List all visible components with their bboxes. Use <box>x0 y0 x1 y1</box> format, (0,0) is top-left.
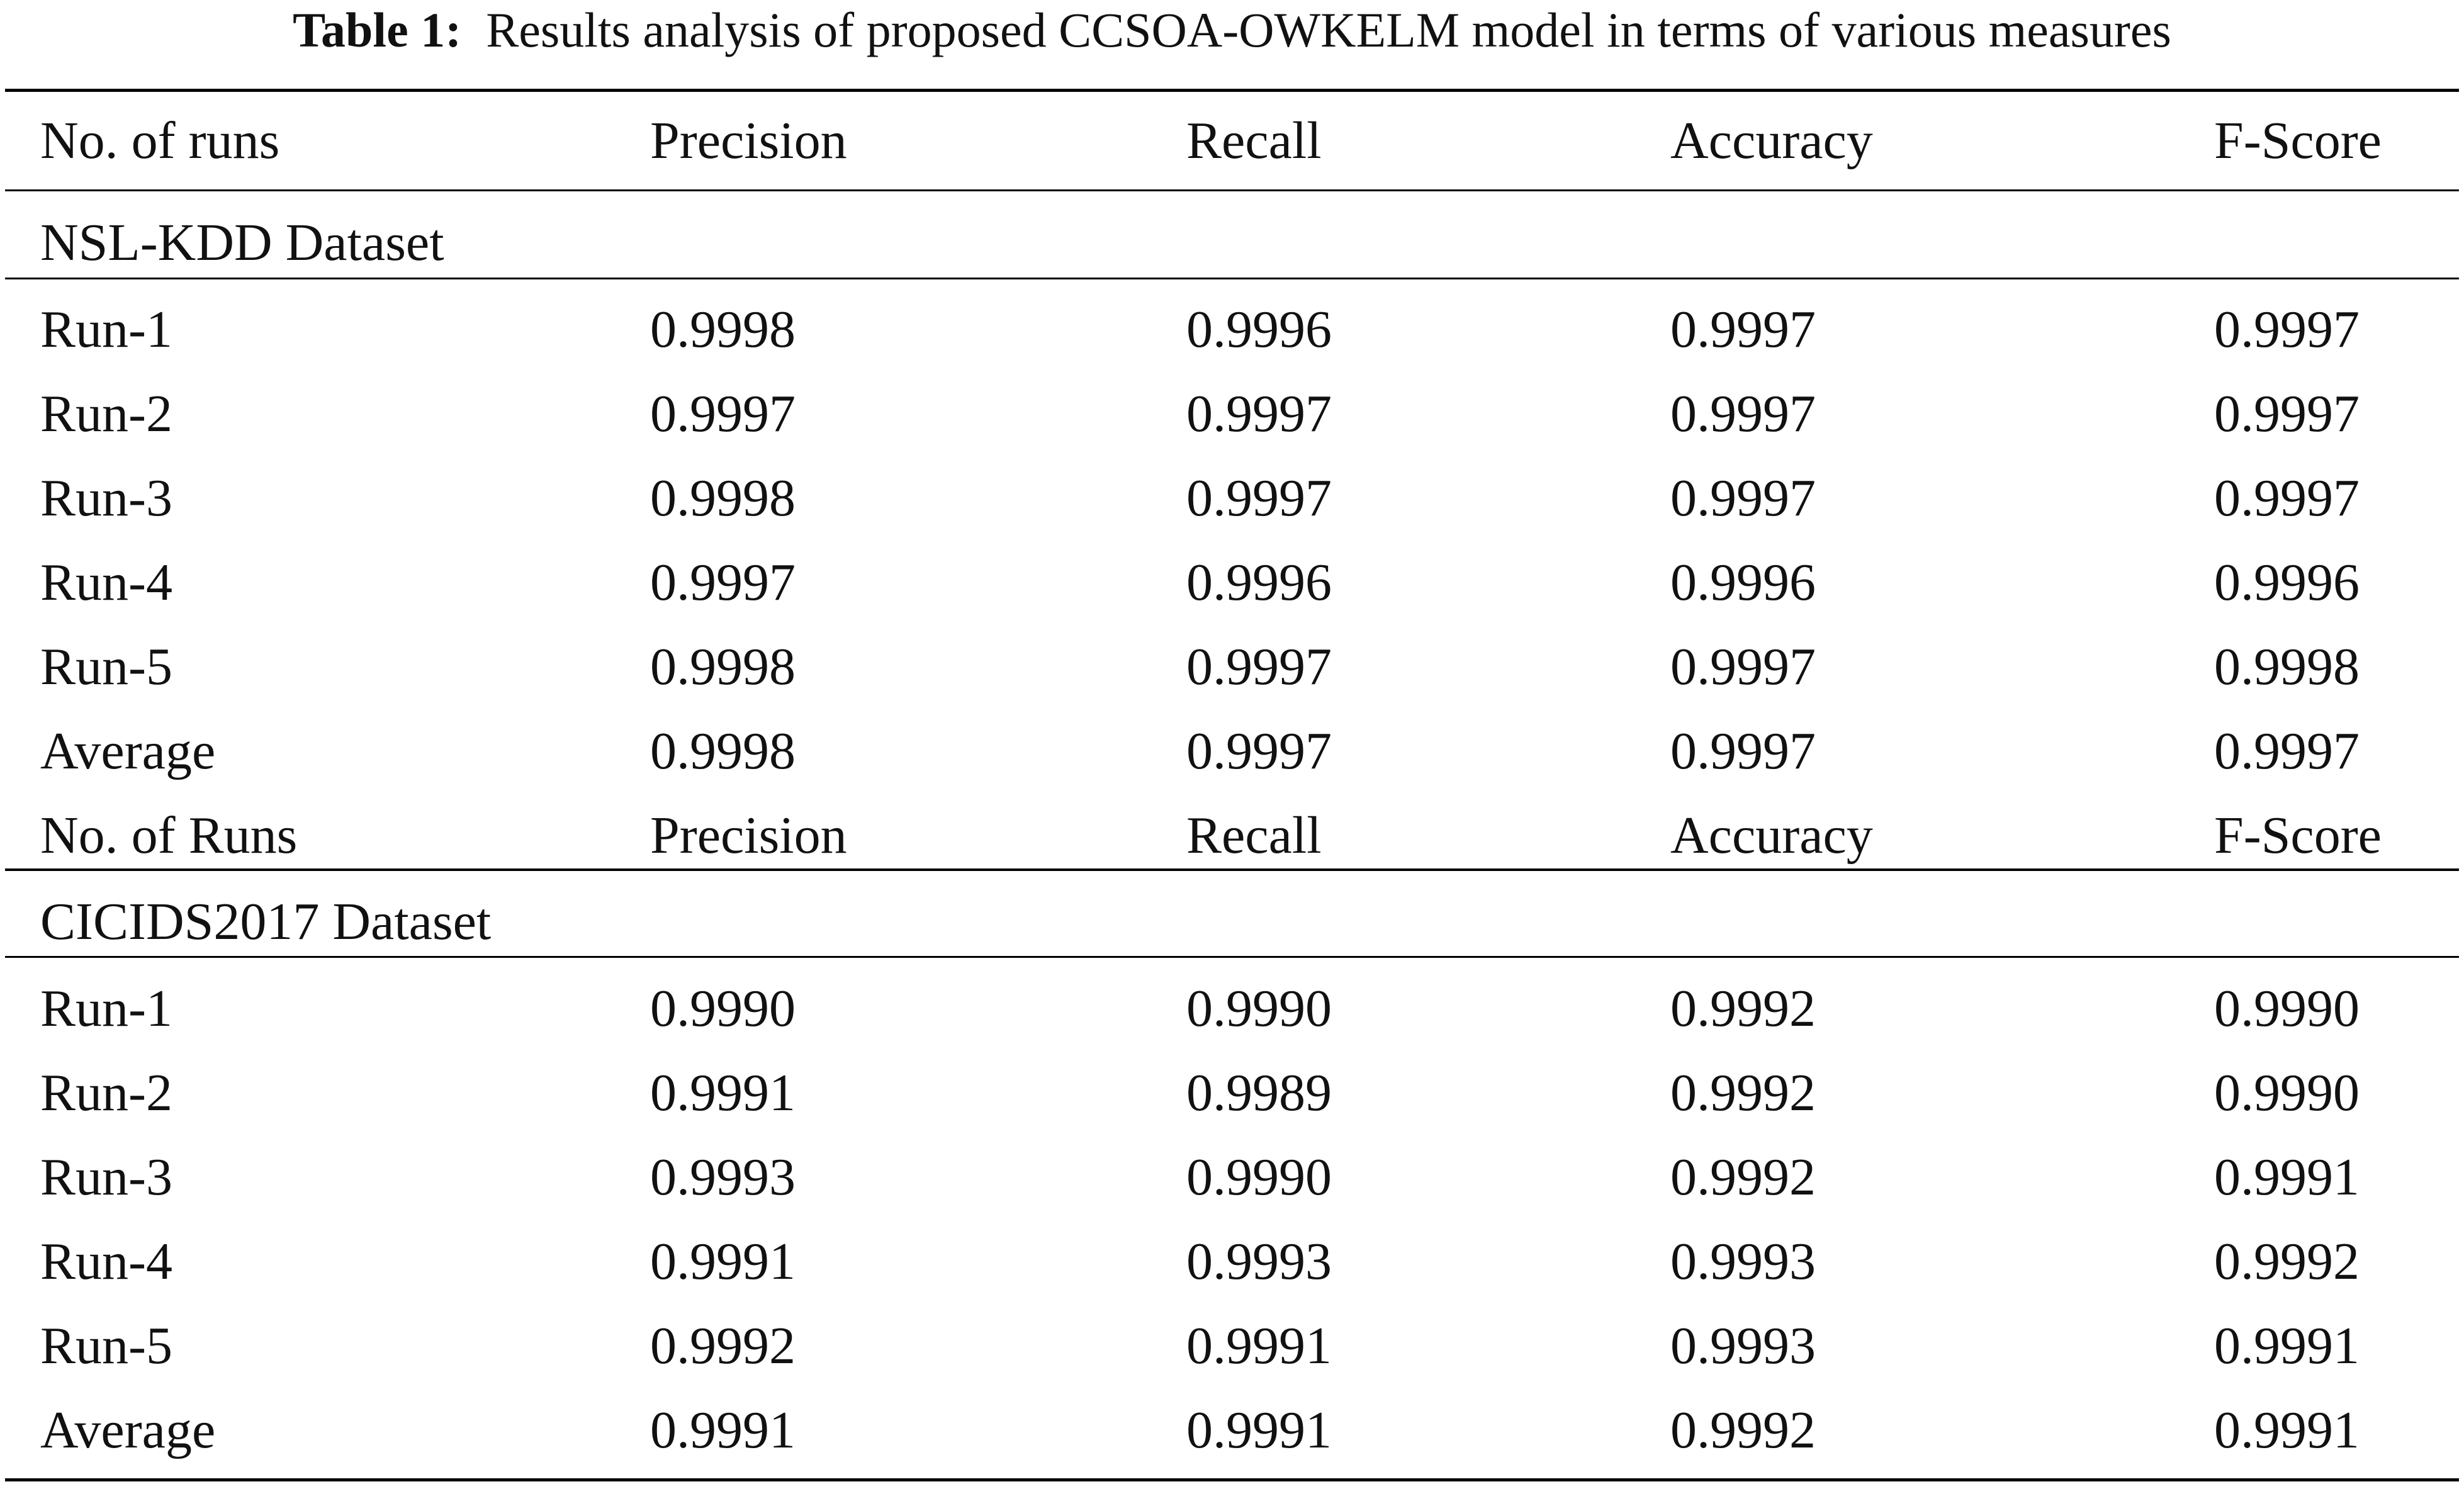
precision-cell: 0.9992 <box>650 1317 796 1375</box>
accuracy-cell: 0.9992 <box>1670 979 1816 1038</box>
row-label: Run-5 <box>40 638 172 696</box>
precision-cell: 0.9991 <box>650 1064 796 1122</box>
row-label: Run-4 <box>40 553 172 612</box>
f-score-cell: 0.9991 <box>2214 1317 2360 1375</box>
row-label: Run-1 <box>40 300 172 359</box>
f-score-cell: 0.9997 <box>2214 300 2360 359</box>
f-score-cell: 0.9997 <box>2214 385 2360 443</box>
f-score-cell: 0.9991 <box>2214 1401 2360 1459</box>
table-row: Run-5 0.9992 0.9991 0.9993 0.9991 <box>0 1304 2464 1388</box>
row-label: Run-4 <box>40 1232 172 1291</box>
recall-cell: 0.9996 <box>1186 300 1332 359</box>
row-label: Run-1 <box>40 979 172 1038</box>
caption-text: Results analysis of proposed CCSOA-OWKEL… <box>486 3 2171 57</box>
accuracy-cell: 0.9993 <box>1670 1232 1816 1291</box>
row-label: Run-3 <box>40 469 172 527</box>
caption-label: Table 1: <box>293 3 462 57</box>
accuracy-cell: 0.9997 <box>1670 300 1816 359</box>
recall-cell: 0.9997 <box>1186 469 1332 527</box>
recall-cell: 0.9993 <box>1186 1232 1332 1291</box>
row-label: Run-5 <box>40 1317 172 1375</box>
precision-cell: 0.9998 <box>650 722 796 780</box>
accuracy-cell: 0.9997 <box>1670 722 1816 780</box>
f-score-cell: 0.9992 <box>2214 1232 2360 1291</box>
precision-cell: 0.9991 <box>650 1401 796 1459</box>
header-cell: Accuracy <box>1670 806 1873 865</box>
recall-cell: 0.9997 <box>1186 722 1332 780</box>
precision-cell: 0.9990 <box>650 979 796 1038</box>
f-score-cell: 0.9990 <box>2214 1064 2360 1122</box>
table-caption: Table 1: Results analysis of proposed CC… <box>0 0 2464 69</box>
section-title-row: CICIDS2017 Dataset <box>0 880 2464 964</box>
recall-cell: 0.9989 <box>1186 1064 1332 1122</box>
recall-cell: 0.9996 <box>1186 553 1332 612</box>
header-cell: Accuracy <box>1670 111 1873 170</box>
table-row: Run-2 0.9991 0.9989 0.9992 0.9990 <box>0 1051 2464 1135</box>
table-row: Run-2 0.9997 0.9997 0.9997 0.9997 <box>0 372 2464 456</box>
section-title: NSL-KDD Dataset <box>40 213 444 272</box>
f-score-cell: 0.9996 <box>2214 553 2360 612</box>
accuracy-cell: 0.9997 <box>1670 469 1816 527</box>
mid-header-rule <box>5 868 2459 871</box>
recall-cell: 0.9991 <box>1186 1401 1332 1459</box>
accuracy-cell: 0.9997 <box>1670 385 1816 443</box>
row-label: Run-2 <box>40 385 172 443</box>
section-title-row: NSL-KDD Dataset <box>0 201 2464 285</box>
section-title: CICIDS2017 Dataset <box>40 892 492 951</box>
table-row: Run-3 0.9993 0.9990 0.9992 0.9991 <box>0 1135 2464 1220</box>
table-row: Average 0.9998 0.9997 0.9997 0.9997 <box>0 709 2464 794</box>
header-cell: Precision <box>650 806 847 865</box>
precision-cell: 0.9998 <box>650 300 796 359</box>
precision-cell: 0.9998 <box>650 469 796 527</box>
header-cell: F-Score <box>2214 806 2382 865</box>
f-score-cell: 0.9997 <box>2214 722 2360 780</box>
header-cell: No. of Runs <box>40 806 298 865</box>
header-cell: Recall <box>1186 111 1322 170</box>
accuracy-cell: 0.9992 <box>1670 1148 1816 1206</box>
table-row: Run-4 0.9997 0.9996 0.9996 0.9996 <box>0 541 2464 625</box>
table-row: Run-3 0.9998 0.9997 0.9997 0.9997 <box>0 456 2464 541</box>
header-cell: Recall <box>1186 806 1322 865</box>
precision-cell: 0.9991 <box>650 1232 796 1291</box>
table-row: Run-4 0.9991 0.9993 0.9993 0.9992 <box>0 1220 2464 1304</box>
recall-cell: 0.9997 <box>1186 638 1332 696</box>
accuracy-cell: 0.9992 <box>1670 1401 1816 1459</box>
recall-cell: 0.9997 <box>1186 385 1332 443</box>
top-rule <box>5 89 2459 92</box>
recall-cell: 0.9991 <box>1186 1317 1332 1375</box>
header-row: No. of runs Precision Recall Accuracy F-… <box>0 99 2464 183</box>
f-score-cell: 0.9997 <box>2214 469 2360 527</box>
precision-cell: 0.9998 <box>650 638 796 696</box>
header-rule <box>5 189 2459 191</box>
row-label: Run-3 <box>40 1148 172 1206</box>
accuracy-cell: 0.9993 <box>1670 1317 1816 1375</box>
row-label: Average <box>40 1401 216 1459</box>
accuracy-cell: 0.9997 <box>1670 638 1816 696</box>
f-score-cell: 0.9990 <box>2214 979 2360 1038</box>
section-1-rule <box>5 278 2459 279</box>
header-cell: F-Score <box>2214 111 2382 170</box>
header-cell: Precision <box>650 111 847 170</box>
table-row: Run-5 0.9998 0.9997 0.9997 0.9998 <box>0 625 2464 709</box>
accuracy-cell: 0.9992 <box>1670 1064 1816 1122</box>
row-label: Average <box>40 722 216 780</box>
row-label: Run-2 <box>40 1064 172 1122</box>
precision-cell: 0.9993 <box>650 1148 796 1206</box>
bottom-rule <box>5 1478 2459 1481</box>
header-cell: No. of runs <box>40 111 280 170</box>
header-row: No. of Runs Precision Recall Accuracy F-… <box>0 794 2464 878</box>
f-score-cell: 0.9998 <box>2214 638 2360 696</box>
table-row: Run-1 0.9998 0.9996 0.9997 0.9997 <box>0 288 2464 372</box>
accuracy-cell: 0.9996 <box>1670 553 1816 612</box>
precision-cell: 0.9997 <box>650 385 796 443</box>
section-2-rule <box>5 956 2459 958</box>
recall-cell: 0.9990 <box>1186 979 1332 1038</box>
recall-cell: 0.9990 <box>1186 1148 1332 1206</box>
precision-cell: 0.9997 <box>650 553 796 612</box>
f-score-cell: 0.9991 <box>2214 1148 2360 1206</box>
table-row: Average 0.9991 0.9991 0.9992 0.9991 <box>0 1388 2464 1473</box>
table-row: Run-1 0.9990 0.9990 0.9992 0.9990 <box>0 967 2464 1051</box>
